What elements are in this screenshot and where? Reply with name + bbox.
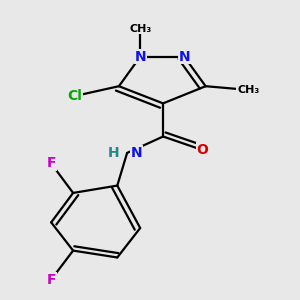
Text: H: H <box>107 146 119 160</box>
Text: N: N <box>134 50 146 64</box>
Text: F: F <box>46 273 56 286</box>
Text: Cl: Cl <box>67 89 82 103</box>
Text: CH₃: CH₃ <box>129 23 151 34</box>
Text: N: N <box>130 146 142 160</box>
Text: N: N <box>178 50 190 64</box>
Text: O: O <box>196 143 208 157</box>
Text: F: F <box>46 157 56 170</box>
Text: CH₃: CH₃ <box>237 85 259 95</box>
